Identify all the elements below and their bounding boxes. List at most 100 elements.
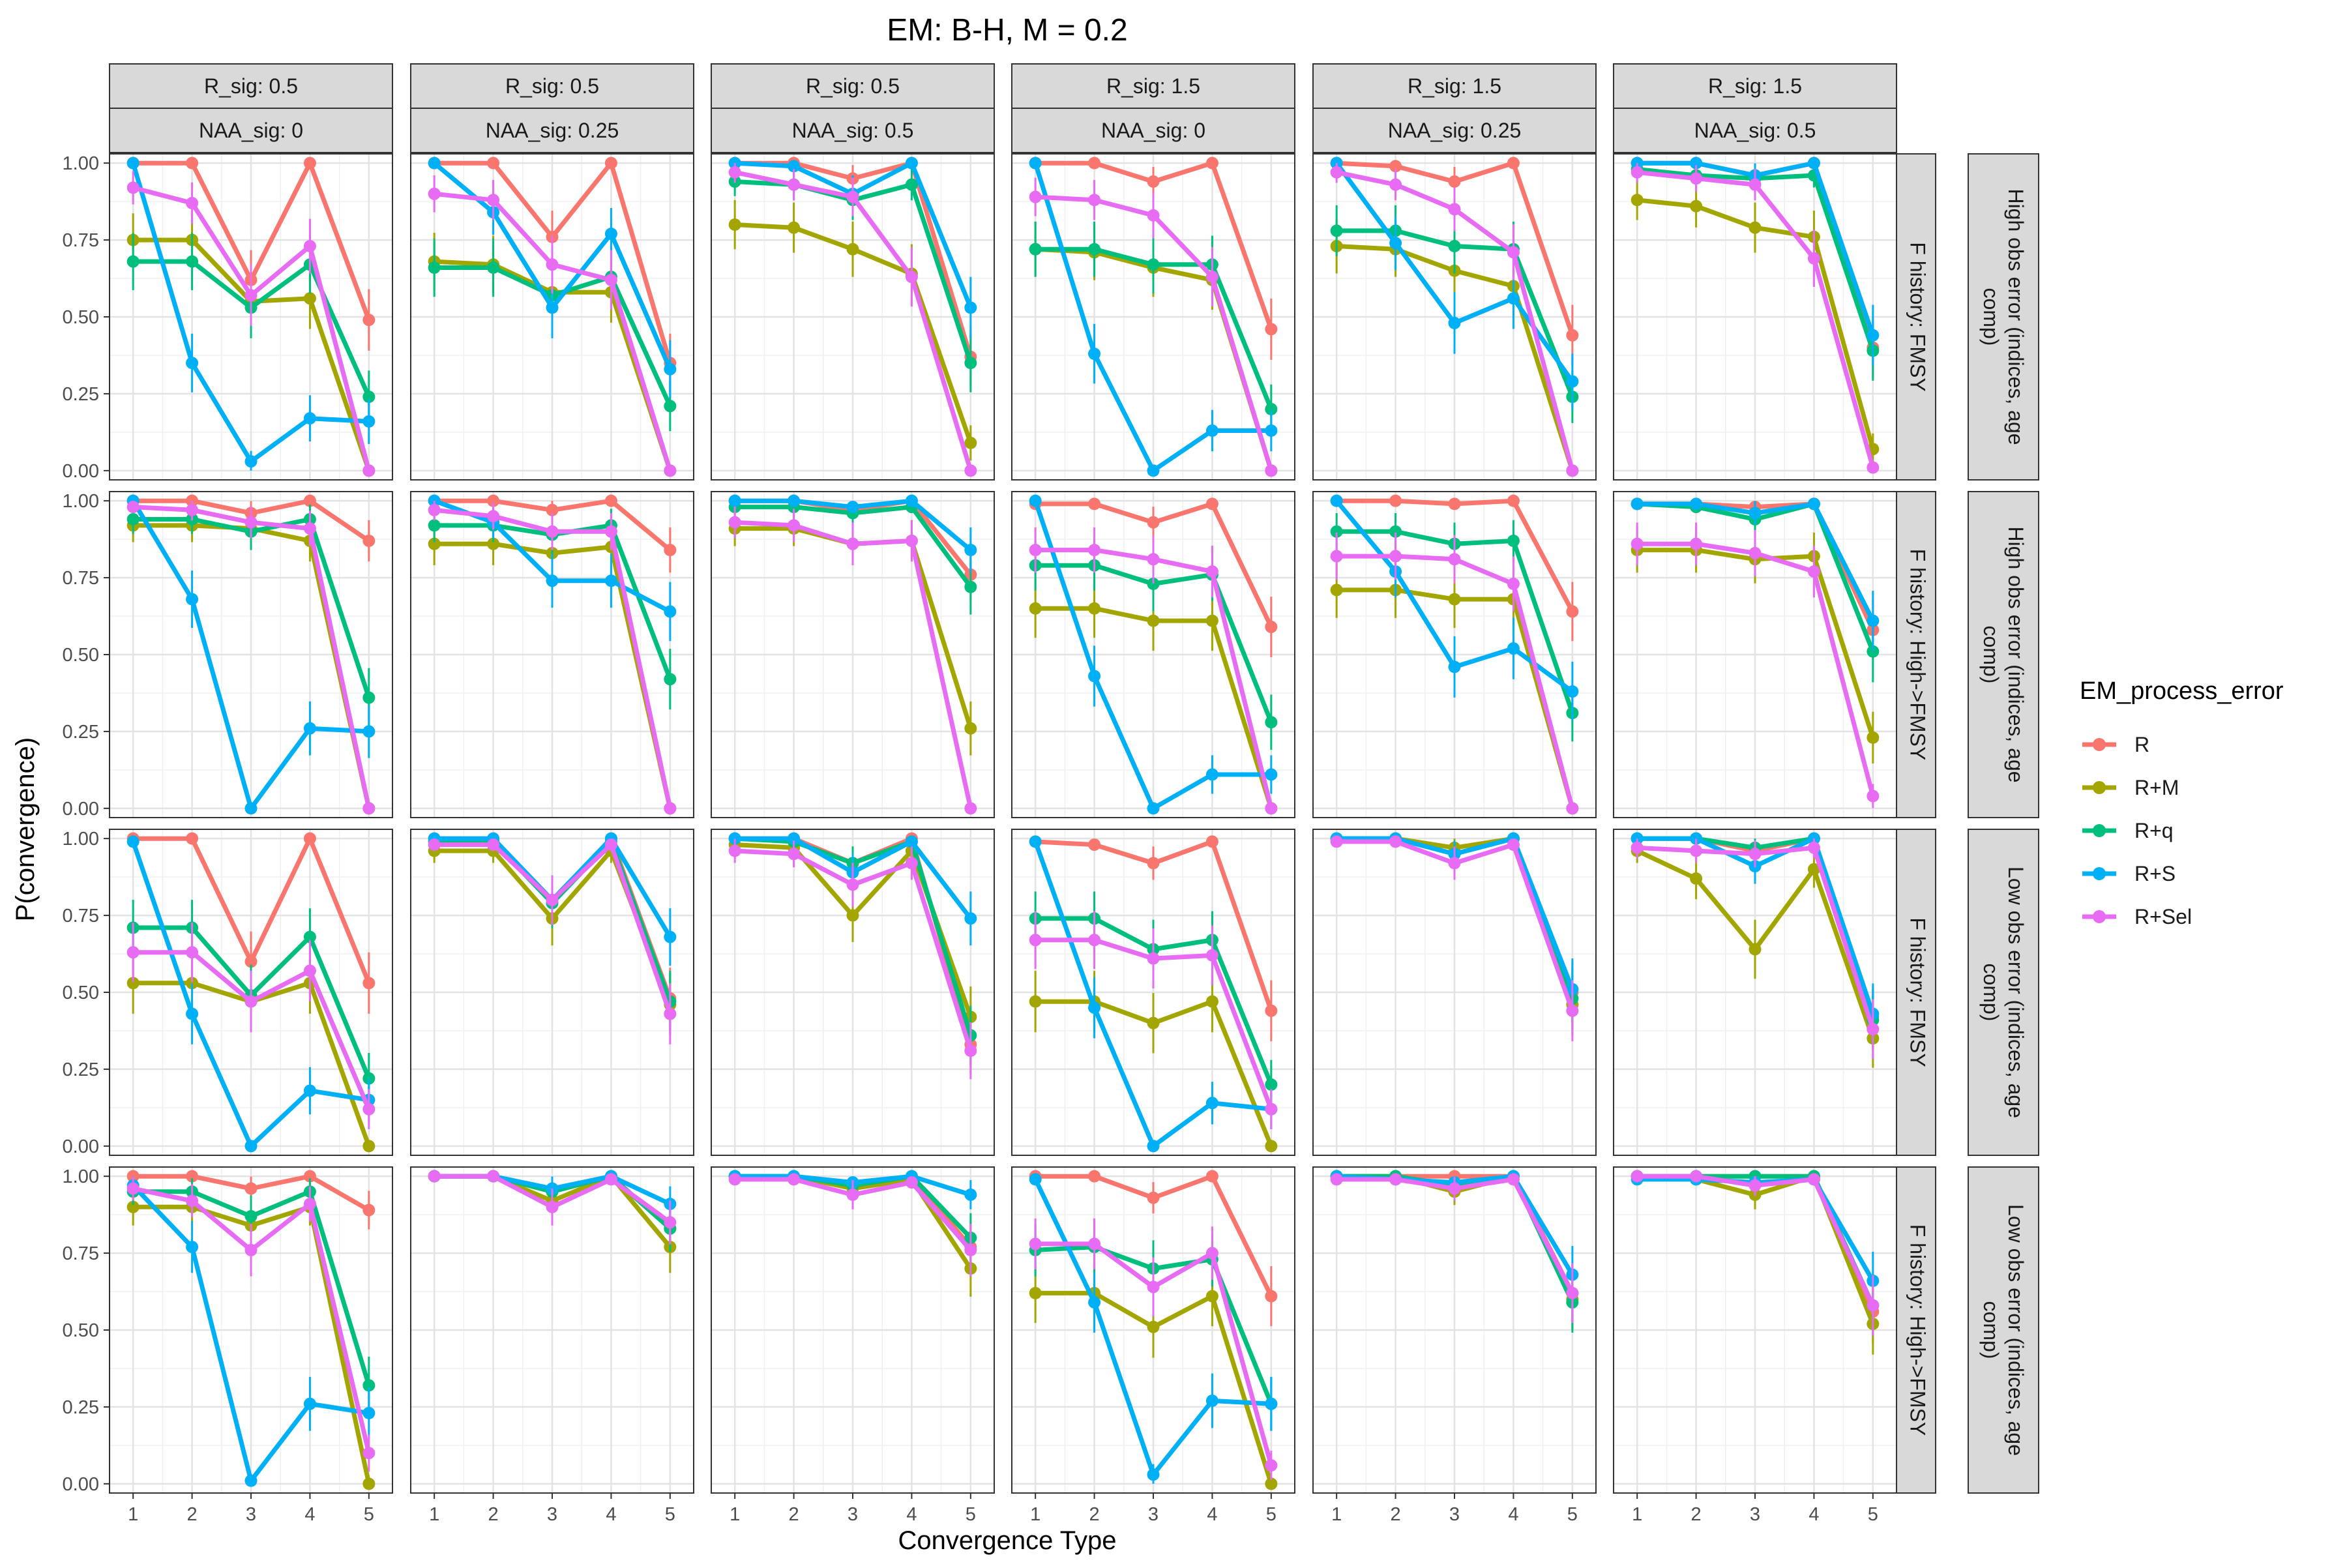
data-point (1867, 461, 1880, 474)
data-point (1867, 614, 1880, 627)
data-point (1867, 731, 1880, 744)
data-point (1088, 156, 1101, 170)
x-tick-label: 2 (1391, 1504, 1401, 1525)
data-point (487, 537, 500, 550)
data-point (1147, 516, 1160, 529)
facet-panel: 1 2 3 4 5 (410, 1166, 694, 1525)
data-point (1088, 1296, 1101, 1309)
data-point (1205, 949, 1218, 962)
facet-strip-label: R_sig: 0.5 (204, 74, 298, 98)
x-tick-label: 1 (128, 1504, 138, 1525)
data-point (1205, 156, 1218, 170)
panel-border (410, 829, 694, 1156)
data-point (1507, 534, 1520, 547)
facet-strip-top (410, 63, 694, 109)
y-tick-label: 0.50 (63, 1320, 99, 1341)
data-point (126, 835, 140, 848)
panel-border (1312, 491, 1597, 818)
legend-item: R+q (2082, 819, 2174, 842)
x-tick-label: 4 (606, 1504, 616, 1525)
facet-panel (1011, 153, 1295, 481)
data-point (126, 181, 140, 194)
x-tick-label: 5 (1567, 1504, 1578, 1525)
legend-item: R+Sel (2082, 905, 2192, 928)
x-tick-label: 1 (429, 1504, 439, 1525)
facet-strip-label: F history: FMSY (1906, 242, 1930, 391)
data-point (1147, 553, 1160, 566)
facet-panel: 0.00 0.25 0.50 0.75 1.00 (63, 491, 393, 820)
panel-border (410, 491, 694, 818)
data-point (664, 1216, 677, 1229)
data-point (1330, 224, 1343, 237)
data-point (1566, 802, 1579, 815)
data-point (1389, 835, 1402, 848)
data-point (303, 156, 316, 170)
data-point (1631, 841, 1644, 854)
facet-strip-right (1896, 491, 1936, 818)
data-point (1265, 802, 1278, 815)
x-tick-label: 5 (364, 1504, 374, 1525)
data-point (788, 178, 801, 191)
facet-strip-right (1968, 491, 2039, 818)
data-point (1631, 497, 1644, 510)
data-point (1749, 507, 1762, 520)
facet-strip-label: R_sig: 0.5 (505, 74, 599, 98)
data-point (428, 1170, 441, 1183)
data-point (244, 455, 258, 468)
data-point (1690, 844, 1703, 857)
data-point (428, 503, 441, 516)
data-point (1690, 537, 1703, 550)
data-point (244, 955, 258, 968)
data-point (1205, 1170, 1218, 1183)
data-point (1088, 544, 1101, 557)
y-tick-label: 1.00 (63, 1166, 99, 1187)
data-point (664, 464, 677, 477)
data-point (905, 835, 918, 848)
data-point (788, 519, 801, 532)
data-point (964, 544, 977, 557)
data-point (1088, 243, 1101, 256)
data-point (728, 218, 741, 231)
data-point (788, 832, 801, 845)
facet-panel (1613, 153, 1897, 481)
data-point (846, 878, 859, 891)
data-point (244, 802, 258, 815)
legend-key-point (2093, 910, 2106, 923)
data-point (1147, 1016, 1160, 1029)
data-point (664, 605, 677, 618)
x-tick-label: 4 (304, 1504, 315, 1525)
x-tick-label: 1 (730, 1504, 740, 1525)
data-point (1029, 1286, 1042, 1299)
data-point (1749, 546, 1762, 559)
data-point (303, 522, 316, 535)
data-point (604, 1173, 617, 1186)
data-point (1690, 832, 1703, 845)
data-point (905, 178, 918, 191)
data-point (362, 802, 376, 815)
y-tick-label: 0.00 (63, 461, 99, 482)
data-point (905, 534, 918, 547)
y-tick-label: 0.75 (63, 906, 99, 926)
y-tick-label: 1.00 (63, 829, 99, 850)
data-point (1566, 605, 1579, 618)
data-point (1205, 497, 1218, 510)
data-point (1448, 203, 1461, 216)
data-point (303, 1084, 316, 1097)
y-tick-label: 0.25 (63, 722, 99, 743)
data-point (126, 1182, 140, 1195)
data-point (1631, 194, 1644, 207)
data-point (728, 494, 741, 507)
data-point (1265, 1102, 1278, 1116)
data-point (1566, 1004, 1579, 1017)
y-tick-label: 0.25 (63, 1059, 99, 1080)
data-point (487, 494, 500, 507)
x-tick-label: 3 (1148, 1504, 1159, 1525)
x-tick-label: 4 (1508, 1504, 1518, 1525)
data-point (1566, 329, 1579, 342)
y-tick-label: 0.00 (63, 1474, 99, 1495)
x-tick-label: 5 (1266, 1504, 1277, 1525)
data-point (604, 228, 617, 241)
panel-border (1011, 153, 1295, 481)
x-tick-label: 2 (789, 1504, 799, 1525)
